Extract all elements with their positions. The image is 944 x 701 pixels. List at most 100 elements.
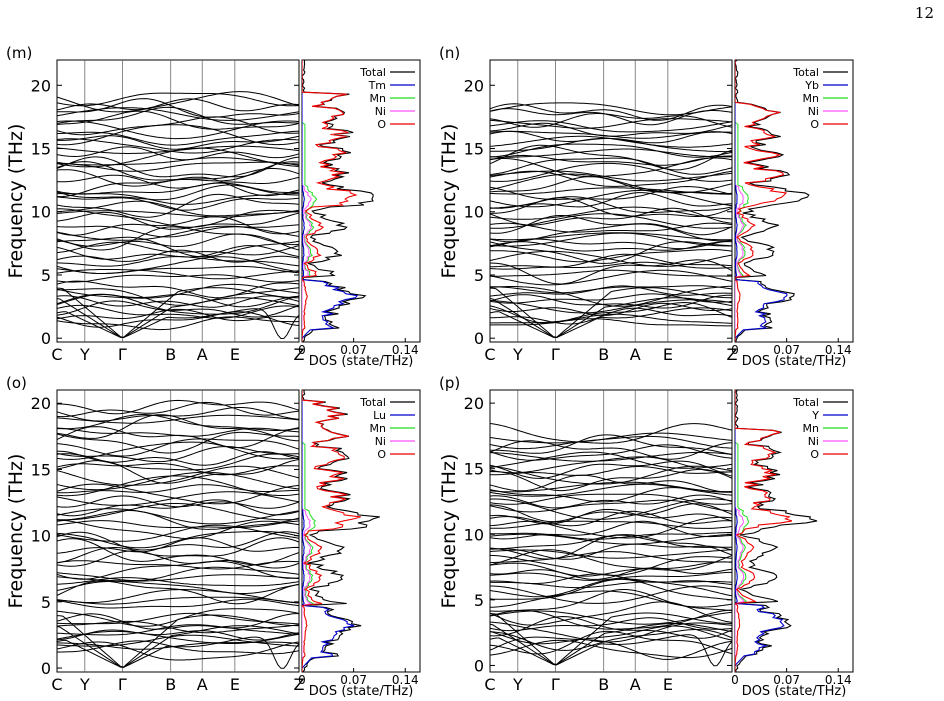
- band-line: [490, 578, 732, 601]
- band-line: [57, 629, 299, 641]
- legend-label: O: [810, 118, 819, 131]
- band-line: [57, 245, 299, 260]
- band-line: [490, 456, 732, 474]
- band-line: [57, 196, 299, 211]
- kpoint-label: B: [598, 675, 609, 694]
- band-line: [57, 612, 299, 625]
- band-line: [57, 157, 299, 166]
- band-line: [57, 580, 299, 594]
- ytick-label: 10: [464, 203, 484, 222]
- bands: [490, 102, 732, 339]
- band-line: [57, 208, 299, 228]
- band-line: [57, 145, 299, 154]
- band-line: [57, 225, 299, 241]
- ytick-label: 15: [31, 460, 51, 479]
- band-line: [490, 253, 732, 268]
- legend-label: Mn: [803, 92, 819, 105]
- band-line: [57, 233, 299, 248]
- bands: [57, 91, 299, 340]
- dos-curves: [735, 60, 810, 342]
- band-line: [57, 407, 299, 422]
- kpoint-label: Γ: [118, 345, 127, 364]
- band-line: [57, 438, 299, 457]
- kpoint-label: Z: [294, 345, 305, 364]
- band-line: [57, 484, 299, 494]
- y-axis-label: Frequency (THz): [438, 124, 460, 279]
- kpoint-label: Z: [727, 345, 738, 364]
- band-line: [490, 636, 732, 660]
- band-line: [490, 601, 732, 626]
- band-line: [57, 399, 299, 415]
- dos-frame: [301, 59, 421, 343]
- band-line: [490, 444, 732, 461]
- band-line: [57, 241, 299, 256]
- dos-o-curve: [735, 60, 788, 342]
- band-line: [490, 451, 732, 462]
- kpoint-label: Γ: [118, 675, 127, 694]
- band-line: [57, 608, 299, 627]
- panel-label: (m): [6, 44, 32, 62]
- ytick-label: 5: [474, 591, 484, 610]
- band-line: [490, 154, 732, 166]
- kpoint-label: C: [51, 675, 62, 694]
- band-frame: [56, 59, 300, 343]
- dos-axis-label: DOS (state/THz): [742, 684, 847, 699]
- band-line: [490, 170, 732, 182]
- band-line: [490, 232, 732, 241]
- band-line: [490, 533, 732, 545]
- band-line: [57, 483, 299, 505]
- dos-xtick-label: 0.07: [340, 673, 367, 687]
- legend-label: Lu: [373, 409, 386, 422]
- kpoint-label: Z: [294, 675, 305, 694]
- band-line: [490, 440, 732, 460]
- band-line: [490, 232, 732, 247]
- band-line: [490, 313, 732, 324]
- band-line: [490, 302, 732, 316]
- band-line: [490, 499, 732, 513]
- ytick-label: 0: [474, 656, 484, 675]
- band-line: [490, 144, 732, 171]
- band-line: [57, 210, 299, 218]
- legend-label: Y: [811, 409, 819, 422]
- band-line: [490, 571, 732, 581]
- band-line: [57, 184, 299, 201]
- y-axis-label: Frequency (THz): [5, 454, 27, 609]
- band-line: [57, 519, 299, 539]
- kpoint-label: C: [484, 675, 495, 694]
- kpoint-label: C: [51, 345, 62, 364]
- band-line: [57, 91, 299, 113]
- band-line: [490, 567, 732, 580]
- band-line: [490, 634, 732, 667]
- band-line: [490, 465, 732, 485]
- dos-re-curve: [302, 390, 355, 672]
- band-line: [490, 259, 732, 285]
- band-line: [490, 468, 732, 492]
- legend-label: Total: [359, 66, 386, 79]
- dos-mn-curve: [735, 60, 749, 342]
- band-line: [490, 102, 732, 116]
- dos-mn-curve: [302, 60, 318, 342]
- band-line: [490, 294, 732, 309]
- ytick-label: 20: [464, 76, 484, 95]
- kpoint-label: E: [663, 675, 673, 694]
- legend-label: Mn: [370, 422, 386, 435]
- band-line: [490, 481, 732, 493]
- ytick-label: 15: [464, 140, 484, 159]
- band-line: [490, 103, 732, 121]
- band-line: [490, 623, 732, 666]
- band-line: [57, 574, 299, 582]
- band-line: [57, 414, 299, 442]
- kpoint-label: Y: [79, 345, 90, 364]
- kpoint-label: A: [197, 345, 208, 364]
- band-line: [57, 580, 299, 605]
- kpoint-label: Y: [512, 345, 523, 364]
- kpoint-label: Y: [79, 675, 90, 694]
- band-line: [490, 423, 732, 444]
- legend-label: Mn: [370, 92, 386, 105]
- legend-label: Tm: [368, 79, 386, 92]
- band-line: [490, 498, 732, 520]
- band-line: [57, 613, 299, 630]
- band-line: [490, 213, 732, 229]
- y-axis-label: Frequency (THz): [5, 124, 27, 279]
